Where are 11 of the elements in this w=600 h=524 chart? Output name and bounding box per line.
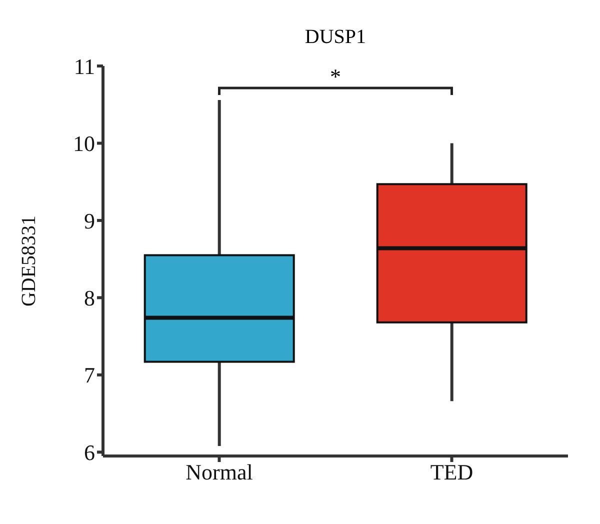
chart-title: DUSP1 (304, 26, 368, 49)
x-tick-label: Normal (186, 460, 253, 485)
y-tick-label: 9 (84, 208, 95, 234)
y-tick-label: 8 (84, 285, 95, 310)
y-tick-label: 6 (84, 440, 95, 465)
y-tick-label: 7 (84, 362, 95, 388)
annotation: * (330, 64, 341, 89)
y-tick-label: 11 (74, 54, 95, 79)
y-tick-label: 10 (73, 131, 95, 156)
y-axis-title: GDE58331 (18, 215, 40, 307)
x-tick-label: TED (430, 460, 474, 485)
